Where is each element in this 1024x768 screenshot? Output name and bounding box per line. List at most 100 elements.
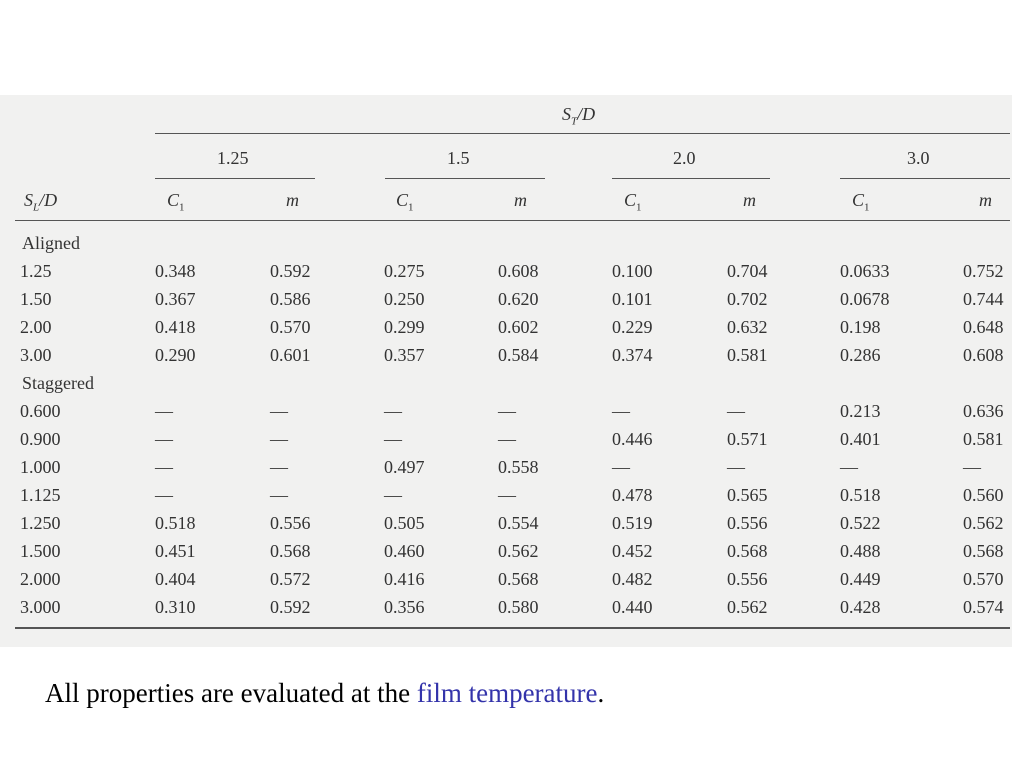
cell: — [840, 457, 858, 477]
group-label: 1.5 [447, 148, 470, 168]
group-label: 2.0 [673, 148, 696, 168]
symbol: S [24, 190, 33, 210]
symbol: C [852, 190, 865, 210]
cell: — [270, 485, 288, 505]
caption: All properties are evaluated at the film… [45, 678, 604, 709]
subscript: 1 [864, 202, 870, 214]
cell: 0.580 [498, 597, 539, 617]
row-label: 2.00 [20, 317, 52, 337]
symbol: m [979, 190, 992, 210]
cell: 0.299 [384, 317, 425, 337]
cell: 0.440 [612, 597, 653, 617]
cell: — [270, 401, 288, 421]
subscript: 1 [408, 202, 414, 214]
subscript-text: 1 [408, 201, 414, 214]
symbol: C [167, 190, 180, 210]
row-label: 3.00 [20, 345, 52, 365]
cell: 0.519 [612, 513, 653, 533]
row-header: SL/D [24, 190, 57, 218]
cell: 0.570 [270, 317, 311, 337]
cell: 0.401 [840, 429, 881, 449]
cell: — [963, 457, 981, 477]
cell: — [727, 457, 745, 477]
cell: 0.704 [727, 261, 768, 281]
column-header: C1 [167, 190, 185, 218]
section-label: Staggered [22, 373, 94, 393]
cell: 0.565 [727, 485, 768, 505]
cell: 0.367 [155, 289, 196, 309]
column-header: m [286, 190, 299, 210]
cell: 0.0678 [840, 289, 890, 309]
cell: 0.286 [840, 345, 881, 365]
cell: 0.592 [270, 261, 311, 281]
cell: 0.518 [840, 485, 881, 505]
cell: — [727, 401, 745, 421]
column-header: C1 [852, 190, 870, 218]
cell: 0.581 [963, 429, 1004, 449]
group-rule [612, 178, 770, 179]
subscript-text: 1 [179, 201, 185, 214]
row-label: 3.000 [20, 597, 61, 617]
cell: — [155, 457, 173, 477]
cell: — [155, 485, 173, 505]
cell: 0.518 [155, 513, 196, 533]
cell: 0.554 [498, 513, 539, 533]
row-label: 1.250 [20, 513, 61, 533]
cell: 0.250 [384, 289, 425, 309]
caption-end: . [597, 678, 605, 708]
cell: 0.488 [840, 541, 881, 561]
row-label: 1.500 [20, 541, 61, 561]
cell: 0.478 [612, 485, 653, 505]
subscript: L [33, 201, 40, 214]
cell: 0.101 [612, 289, 653, 309]
cell: 0.497 [384, 457, 425, 477]
group-rule [155, 178, 315, 179]
cell: 0.556 [270, 513, 311, 533]
cell: 0.348 [155, 261, 196, 281]
cell: 0.744 [963, 289, 1004, 309]
table-scan [0, 95, 1012, 647]
symbol: S [562, 104, 571, 124]
subscript: 1 [636, 202, 642, 214]
cell: — [612, 401, 630, 421]
cell: 0.446 [612, 429, 653, 449]
cell: 0.608 [963, 345, 1004, 365]
cell: 0.505 [384, 513, 425, 533]
cell: — [384, 485, 402, 505]
group-rule [385, 178, 545, 179]
cell: 0.568 [963, 541, 1004, 561]
rule [155, 133, 1010, 134]
row-label: 2.000 [20, 569, 61, 589]
cell: 0.482 [612, 569, 653, 589]
cell: 0.581 [727, 345, 768, 365]
group-label: 3.0 [907, 148, 930, 168]
cell: 0.574 [963, 597, 1004, 617]
caption-text: All properties are evaluated at the [45, 678, 417, 708]
suffix: /D [577, 104, 596, 124]
subscript: 1 [179, 202, 185, 214]
cell: 0.0633 [840, 261, 890, 281]
cell: 0.556 [727, 513, 768, 533]
cell: 0.562 [727, 597, 768, 617]
cell: 0.592 [270, 597, 311, 617]
cell: 0.648 [963, 317, 1004, 337]
cell: 0.584 [498, 345, 539, 365]
cell: 0.608 [498, 261, 539, 281]
cell: — [270, 457, 288, 477]
group-label: 1.25 [217, 148, 249, 168]
cell: 0.374 [612, 345, 653, 365]
cell: 0.100 [612, 261, 653, 281]
row-label: 0.900 [20, 429, 61, 449]
row-label: 1.000 [20, 457, 61, 477]
cell: 0.570 [963, 569, 1004, 589]
cell: 0.229 [612, 317, 653, 337]
section-label: Aligned [22, 233, 80, 253]
cell: 0.428 [840, 597, 881, 617]
symbol: C [396, 190, 409, 210]
cell: 0.702 [727, 289, 768, 309]
cell: 0.451 [155, 541, 196, 561]
column-header: m [514, 190, 527, 210]
cell: 0.449 [840, 569, 881, 589]
cell: 0.558 [498, 457, 539, 477]
